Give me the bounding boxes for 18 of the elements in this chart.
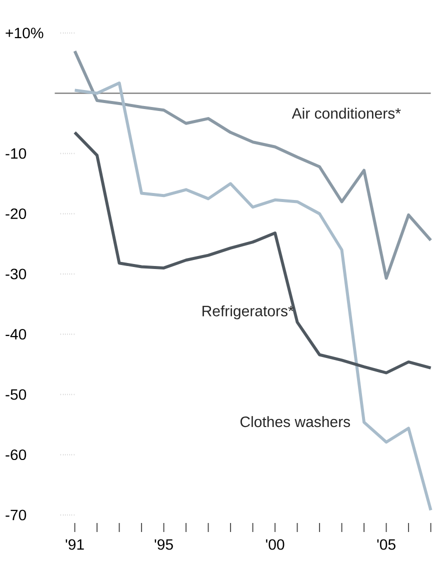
x-tick-label: '05 bbox=[377, 539, 396, 550]
y-tick-label: -20 bbox=[6, 208, 26, 220]
y-tick-label: -10 bbox=[6, 148, 26, 159]
series-label: Clothes washers bbox=[240, 416, 350, 428]
line-series bbox=[73, 130, 432, 374]
text: Air conditioners* bbox=[292, 108, 401, 119]
y-tick-label: -40 bbox=[6, 328, 26, 340]
y-tick-label: +10% bbox=[6, 28, 44, 38]
y-tick-label: -60 bbox=[6, 449, 26, 460]
series-label: Refrigerators* bbox=[202, 305, 294, 320]
x-tick-label: '95 bbox=[154, 539, 174, 550]
line-series bbox=[73, 50, 432, 280]
y-tick-label: -30 bbox=[6, 268, 26, 280]
x-tick-label: '91 bbox=[66, 539, 84, 550]
y-tick-label: -50 bbox=[6, 389, 26, 400]
x-tick-label: '00 bbox=[266, 539, 284, 550]
line-series bbox=[73, 82, 432, 512]
y-tick-label: -70 bbox=[6, 510, 26, 520]
